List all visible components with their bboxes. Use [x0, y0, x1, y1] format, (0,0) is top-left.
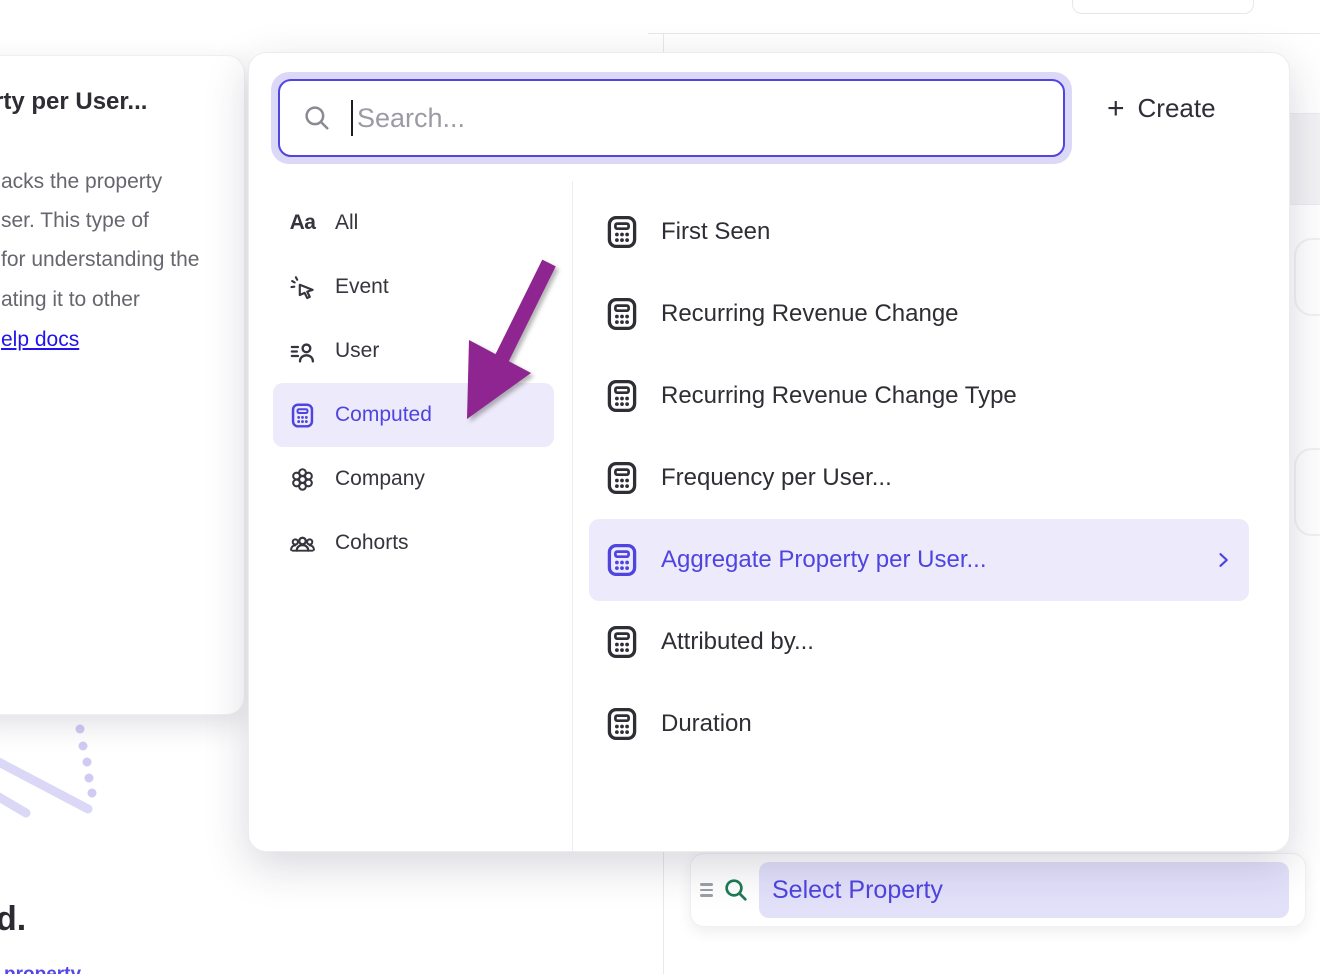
- property-item-first-seen[interactable]: First Seen: [589, 191, 1249, 273]
- category-user[interactable]: User: [273, 319, 554, 383]
- calculator-icon: [607, 543, 637, 577]
- category-event[interactable]: Event: [273, 255, 554, 319]
- cursor-click-icon: [289, 274, 316, 301]
- property-tooltip-card: rty per User... acks the property ser. T…: [0, 55, 245, 715]
- select-property-button[interactable]: Select Property: [759, 862, 1289, 918]
- background-ghost-outline: [1294, 238, 1320, 316]
- property-item-duration[interactable]: Duration: [589, 683, 1249, 765]
- category-company[interactable]: Company: [273, 447, 554, 511]
- green-search-icon: [725, 879, 747, 901]
- search-input[interactable]: [355, 101, 1063, 135]
- category-cohorts[interactable]: Cohorts: [273, 511, 554, 575]
- property-item-aggregate-property-per-user[interactable]: Aggregate Property per User...: [589, 519, 1249, 601]
- property-list: First Seen Recurring Revenue Change: [589, 191, 1249, 765]
- calculator-icon: [607, 379, 637, 413]
- create-button[interactable]: + Create: [1107, 91, 1216, 125]
- calculator-icon: [607, 215, 637, 249]
- tooltip-title: rty per User...: [0, 88, 148, 115]
- calculator-icon: [607, 461, 637, 495]
- property-picker-popover: + Create Aa All: [248, 52, 1290, 852]
- background-partial-button: [1072, 0, 1254, 14]
- search-focus-ring: [271, 72, 1072, 164]
- category-all[interactable]: Aa All: [273, 191, 554, 255]
- popover-divider: [572, 181, 573, 851]
- text-aa-icon: Aa: [289, 211, 316, 234]
- user-lines-icon: [289, 338, 316, 365]
- category-computed[interactable]: Computed: [273, 383, 554, 447]
- background-horizontal-divider: [648, 33, 1320, 34]
- calculator-icon: [289, 402, 316, 429]
- property-item-recurring-revenue-change[interactable]: Recurring Revenue Change: [589, 273, 1249, 355]
- company-cluster-icon: [289, 466, 316, 493]
- property-item-recurring-revenue-change-type[interactable]: Recurring Revenue Change Type: [589, 355, 1249, 437]
- property-item-attributed-by[interactable]: Attributed by...: [589, 601, 1249, 683]
- calculator-icon: [607, 297, 637, 331]
- text-cursor: [351, 100, 353, 136]
- property-item-frequency-per-user[interactable]: Frequency per User...: [589, 437, 1249, 519]
- tooltip-body-line: for understanding the: [1, 248, 200, 271]
- calculator-icon: [607, 707, 637, 741]
- tooltip-body-line: acks the property: [1, 170, 163, 193]
- property-select-card: Select Property: [690, 853, 1306, 927]
- chevron-right-icon: [1219, 553, 1228, 567]
- background-clipped-link[interactable]: property: [4, 965, 124, 974]
- background-heading-fragment: d.: [0, 900, 27, 938]
- help-docs-link[interactable]: elp docs: [1, 328, 80, 351]
- tooltip-body-line: ser. This type of: [1, 209, 149, 232]
- drag-handle-icon[interactable]: [700, 883, 713, 897]
- search-field[interactable]: [278, 79, 1065, 157]
- search-icon: [305, 106, 329, 130]
- background-ghost-outline: [1294, 448, 1320, 536]
- plus-icon: +: [1107, 91, 1125, 125]
- calculator-icon: [607, 625, 637, 659]
- cohorts-people-icon: [289, 530, 316, 557]
- category-list: Aa All Event: [273, 191, 554, 575]
- tooltip-body-line: ating it to other: [1, 288, 140, 311]
